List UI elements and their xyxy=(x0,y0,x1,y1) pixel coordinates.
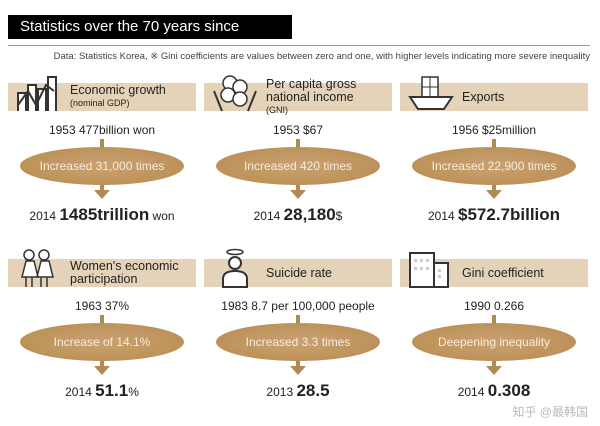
stat-label: Per capita gross national income xyxy=(266,76,357,104)
final-value: 2014 $572.7billion xyxy=(427,205,561,224)
change-ellipse: Increased 31,000 times xyxy=(20,147,184,185)
arrow-down-icon xyxy=(290,366,306,375)
start-value: 1956 $25million xyxy=(451,123,537,137)
bar-chart-icon xyxy=(17,76,57,111)
arrow-stem xyxy=(100,361,104,367)
start-value: 1953 $67 xyxy=(272,123,324,137)
change-ellipse: Increased 420 times xyxy=(216,147,380,185)
start-value: 1963 37% xyxy=(74,299,130,313)
women-icon xyxy=(21,249,54,287)
start-value: 1990 0.266 xyxy=(463,299,525,313)
coins-hands-icon xyxy=(213,75,257,112)
watermark: 知乎 @最韩国 xyxy=(512,405,588,419)
stat-label: Economic growth xyxy=(70,83,166,97)
change-ellipse: Deepening inequality xyxy=(412,323,576,361)
final-value: 2014 51.1% xyxy=(65,381,139,400)
stat-label: Suicide rate xyxy=(266,265,333,280)
arrow-stem xyxy=(100,315,104,325)
stat-label: Gini coefficient xyxy=(462,265,544,280)
final-value: 2014 28,180$ xyxy=(253,205,343,224)
stat-label: Exports xyxy=(462,89,505,104)
arrow-stem xyxy=(100,139,104,149)
change-ellipse: Increased 22,900 times xyxy=(412,147,576,185)
arrow-stem xyxy=(296,361,300,367)
arrow-down-icon xyxy=(94,190,110,199)
arrow-stem xyxy=(492,139,496,149)
page-title: Statistics over the 70 years since liber… xyxy=(8,15,292,59)
buildings-icon xyxy=(409,252,449,288)
final-value: 2014 1485trillion won xyxy=(29,205,175,224)
arrow-stem xyxy=(296,139,300,149)
arrow-down-icon xyxy=(486,190,502,199)
stat-sublabel: (nominal GDP) xyxy=(70,98,130,108)
arrow-stem xyxy=(296,315,300,325)
arrow-stem xyxy=(492,361,496,367)
person-halo-icon xyxy=(222,248,248,288)
divider xyxy=(8,45,590,46)
change-ellipse: Increased 3.3 times xyxy=(216,323,380,361)
arrow-stem xyxy=(100,185,104,191)
start-value: 1983 8.7 per 100,000 people xyxy=(221,299,375,313)
arrow-stem xyxy=(296,185,300,191)
arrow-stem xyxy=(492,185,496,191)
start-value: 1953 477billion won xyxy=(48,123,156,137)
arrow-down-icon xyxy=(290,190,306,199)
source-note: Data: Statistics Korea, ※ Gini coefficie… xyxy=(53,51,590,62)
change-ellipse: Increase of 14.1% xyxy=(20,323,184,361)
arrow-stem xyxy=(492,315,496,325)
stat-label: Women's economic participation xyxy=(70,259,179,286)
final-value: 2013 28.5 xyxy=(266,381,330,400)
stat-sublabel: (GNI) xyxy=(266,104,288,115)
ship-icon xyxy=(408,76,454,110)
final-value: 2014 0.308 xyxy=(457,381,531,400)
arrow-down-icon xyxy=(486,366,502,375)
arrow-down-icon xyxy=(94,366,110,375)
